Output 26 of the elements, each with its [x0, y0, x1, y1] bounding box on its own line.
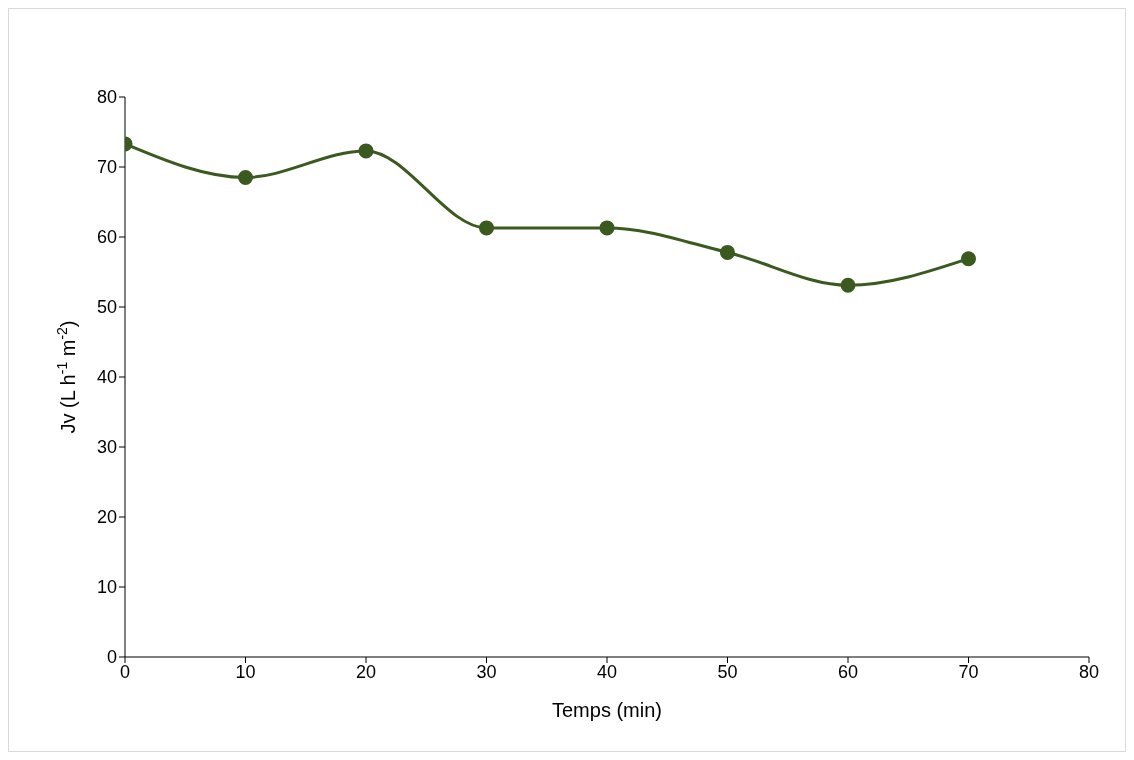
x-tick-label: 70 [958, 661, 979, 682]
point [599, 220, 615, 236]
x-tick-label: 60 [837, 661, 859, 682]
y-tick-label: 60 [96, 227, 117, 248]
y-tick-label: 50 [96, 297, 117, 318]
x-axis-title: Temps (min) [551, 699, 663, 721]
x-tick-label: 10 [235, 661, 256, 682]
point [479, 220, 494, 236]
y-tick-label: 0 [106, 647, 117, 668]
point [840, 277, 856, 293]
point [961, 251, 976, 267]
y-tick-label: 40 [96, 367, 117, 388]
x-tick-label: 20 [355, 661, 377, 682]
y-tick-label: 80 [96, 87, 117, 108]
y-tick-label: 70 [96, 157, 117, 178]
point [238, 170, 253, 185]
point [720, 244, 735, 260]
x-tick-label: 50 [717, 661, 738, 682]
point [358, 143, 374, 159]
y-tick-label: 30 [96, 437, 117, 458]
y-tick-label: 20 [96, 507, 117, 528]
x-tick-label: 0 [119, 661, 131, 682]
y-tick-label: 10 [96, 577, 117, 598]
x-tick-label: 40 [596, 661, 618, 682]
x-tick-label: 80 [1078, 661, 1100, 682]
x-tick-label: 30 [476, 661, 497, 682]
